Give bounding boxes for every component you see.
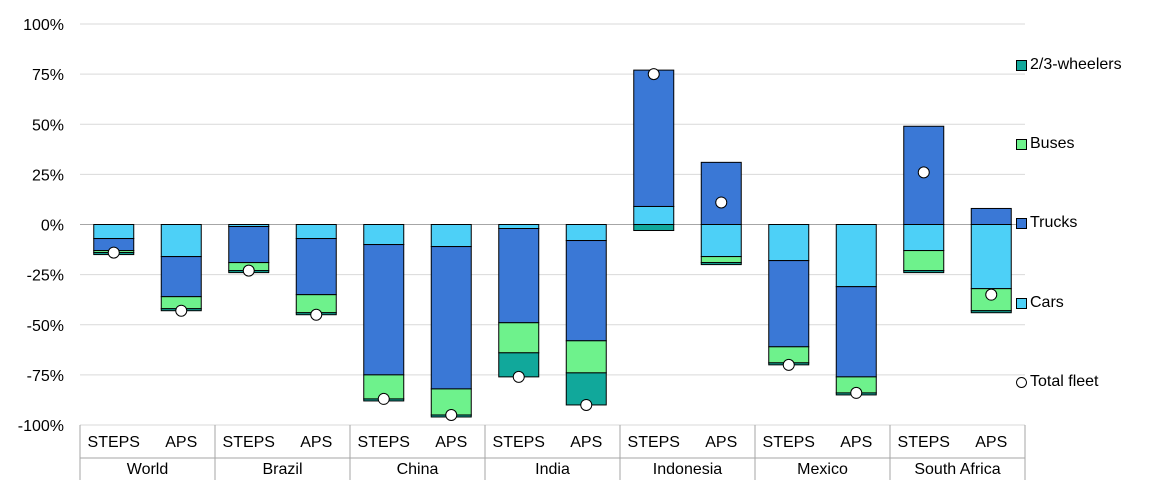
bar-segment-trucks [970, 207, 1012, 226]
legend-label: 2/3-wheelers [1030, 56, 1122, 73]
bar-segment-2-3-wheelers [633, 224, 675, 232]
y-tick-label: -50% [27, 318, 64, 335]
total-fleet-marker [445, 408, 458, 421]
x-group-label: World [127, 461, 169, 478]
total-fleet-marker [580, 398, 593, 411]
total-fleet-marker [715, 196, 728, 209]
bar-segment-2-3-wheelers [970, 310, 1012, 314]
bar-segment-trucks [228, 226, 270, 264]
total-fleet-marker [377, 392, 390, 405]
x-tick-label: APS [975, 434, 1007, 451]
x-tick-label: STEPS [898, 434, 950, 451]
bar-segment-trucks [295, 238, 337, 296]
legend-swatch-icon [1016, 217, 1027, 229]
bar-segment-trucks [498, 228, 540, 324]
total-fleet-marker [782, 358, 795, 371]
bar-segment-buses [700, 256, 742, 264]
x-tick-label: STEPS [493, 434, 545, 451]
x-group-label: India [535, 461, 570, 478]
x-tick-label: APS [300, 434, 332, 451]
y-tick-label: -75% [27, 368, 64, 385]
x-tick-label: STEPS [223, 434, 275, 451]
total-fleet-marker [107, 246, 120, 259]
x-group-label: Mexico [797, 461, 848, 478]
total-fleet-marker [647, 68, 660, 81]
bar-segment-cars [498, 224, 540, 230]
total-fleet-marker [985, 288, 998, 301]
x-group-label: China [397, 461, 439, 478]
x-tick-label: STEPS [763, 434, 815, 451]
bar-segment-cars [633, 205, 675, 226]
bar-segment-cars [295, 224, 337, 240]
legend-item: 2/3-wheelers [1016, 56, 1122, 74]
x-group-label: Indonesia [653, 461, 722, 478]
bar-segment-cars [903, 224, 945, 252]
bar-segment-buses [903, 250, 945, 272]
x-tick-label: APS [840, 434, 872, 451]
bar-segment-cars [768, 224, 810, 262]
x-tick-label: APS [570, 434, 602, 451]
bar-segment-2-3-wheelers [700, 262, 742, 266]
x-tick-label: APS [435, 434, 467, 451]
bar-segment-trucks [565, 240, 607, 342]
legend-label: Cars [1030, 294, 1064, 311]
x-tick-label: APS [705, 434, 737, 451]
total-fleet-marker [242, 264, 255, 277]
legend-label: Trucks [1030, 214, 1078, 231]
bar-segment-cars [160, 224, 202, 258]
bar-segment-trucks [768, 260, 810, 348]
total-fleet-marker [512, 370, 525, 383]
bar-segment-cars [363, 224, 405, 246]
y-tick-label: -100% [18, 418, 64, 435]
bar-segment-trucks [835, 286, 877, 378]
y-tick-label: -25% [27, 268, 64, 285]
bar-segment-cars [430, 224, 472, 248]
total-fleet-marker [310, 308, 323, 321]
bar-segment-cars [835, 224, 877, 288]
bar-segment-cars [93, 224, 135, 240]
x-group-label: South Africa [914, 461, 1000, 478]
bar-segment-cars [565, 224, 607, 242]
legend-label: Buses [1030, 135, 1075, 152]
legend-swatch-icon [1016, 297, 1027, 309]
y-tick-label: 50% [32, 117, 64, 134]
x-tick-label: STEPS [358, 434, 410, 451]
x-tick-label: STEPS [628, 434, 680, 451]
legend-swatch-icon [1016, 138, 1027, 150]
total-fleet-marker [850, 386, 863, 399]
bar-segment-buses [498, 322, 540, 354]
y-tick-label: 0% [41, 218, 64, 235]
bar-segment-2-3-wheelers [903, 270, 945, 274]
legend-swatch-icon [1016, 59, 1027, 71]
bar-segment-trucks [430, 246, 472, 390]
bar-segment-cars [700, 224, 742, 258]
y-tick-label: 100% [23, 17, 64, 34]
legend-item: Trucks [1016, 214, 1077, 232]
bar-segment-trucks [700, 161, 742, 225]
legend-item: Cars [1016, 294, 1064, 312]
total-fleet-marker [917, 166, 930, 179]
total-fleet-marker [175, 304, 188, 317]
y-tick-label: 25% [32, 167, 64, 184]
bar-segment-trucks [160, 256, 202, 298]
legend-circle-icon [1016, 376, 1027, 388]
bar-segment-buses [565, 340, 607, 374]
legend-item: Buses [1016, 135, 1074, 153]
bar-segment-cars [970, 224, 1012, 290]
legend-item: Total fleet [1016, 373, 1098, 391]
x-tick-label: APS [165, 434, 197, 451]
bar-segment-trucks [633, 69, 675, 207]
y-tick-label: 75% [32, 67, 64, 84]
x-tick-label: STEPS [88, 434, 140, 451]
bar-segment-trucks [363, 244, 405, 376]
x-group-label: Brazil [262, 461, 302, 478]
legend-label: Total fleet [1030, 373, 1099, 390]
